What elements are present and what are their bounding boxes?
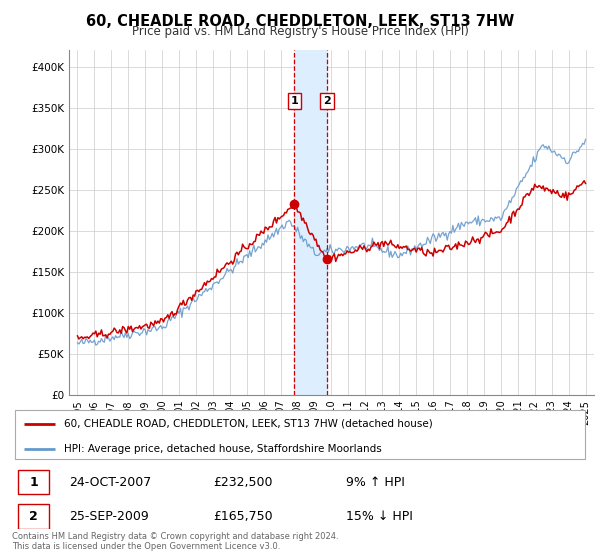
Text: 2: 2	[29, 510, 38, 523]
FancyBboxPatch shape	[18, 470, 49, 494]
FancyBboxPatch shape	[15, 410, 585, 459]
Text: 2: 2	[323, 96, 331, 106]
Text: £232,500: £232,500	[214, 475, 273, 489]
Text: 9% ↑ HPI: 9% ↑ HPI	[346, 475, 405, 489]
Text: 60, CHEADLE ROAD, CHEDDLETON, LEEK, ST13 7HW: 60, CHEADLE ROAD, CHEDDLETON, LEEK, ST13…	[86, 14, 514, 29]
FancyBboxPatch shape	[18, 504, 49, 529]
Text: HPI: Average price, detached house, Staffordshire Moorlands: HPI: Average price, detached house, Staf…	[64, 444, 382, 454]
Text: £165,750: £165,750	[214, 510, 273, 523]
Bar	[294, 50, 327, 395]
Text: Price paid vs. HM Land Registry's House Price Index (HPI): Price paid vs. HM Land Registry's House …	[131, 25, 469, 38]
Text: 25-SEP-2009: 25-SEP-2009	[70, 510, 149, 523]
Text: Contains HM Land Registry data © Crown copyright and database right 2024.
This d: Contains HM Land Registry data © Crown c…	[12, 532, 338, 552]
Text: 1: 1	[290, 96, 298, 106]
Text: 15% ↓ HPI: 15% ↓ HPI	[346, 510, 413, 523]
Text: 60, CHEADLE ROAD, CHEDDLETON, LEEK, ST13 7HW (detached house): 60, CHEADLE ROAD, CHEDDLETON, LEEK, ST13…	[64, 419, 433, 429]
Text: 1: 1	[29, 475, 38, 489]
Text: 24-OCT-2007: 24-OCT-2007	[70, 475, 152, 489]
